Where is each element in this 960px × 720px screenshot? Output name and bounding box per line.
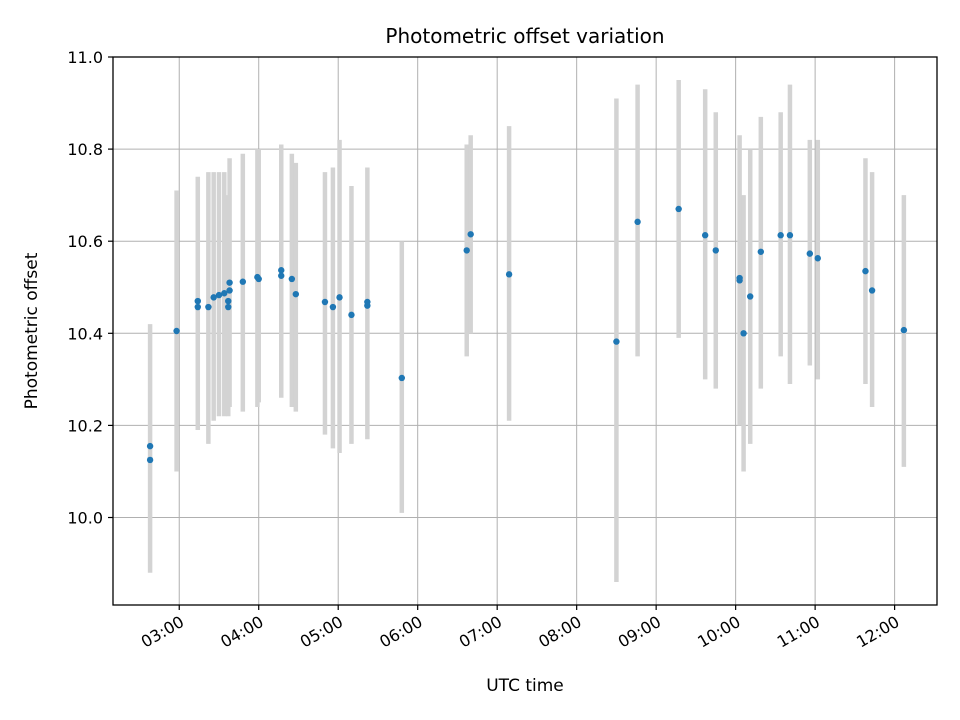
data-point — [463, 247, 470, 254]
data-point — [806, 250, 814, 257]
data-point — [634, 218, 641, 226]
data-point — [205, 303, 212, 311]
data-point — [210, 294, 217, 301]
y-tick-label: 10.4 — [67, 324, 103, 343]
data-point — [814, 255, 821, 262]
data-point — [215, 291, 223, 299]
data-point — [900, 326, 908, 334]
data-point — [321, 298, 329, 306]
data-point — [239, 278, 247, 285]
data-point — [505, 271, 513, 278]
data-point — [329, 303, 337, 311]
data-point — [398, 374, 405, 382]
data-point — [364, 302, 371, 309]
data-point — [221, 290, 228, 297]
data-point — [194, 297, 201, 305]
data-point — [777, 232, 784, 239]
y-tick-label: 10.2 — [67, 416, 103, 435]
data-point — [226, 287, 233, 294]
data-point — [173, 327, 180, 335]
data-point — [675, 205, 682, 213]
y-tick-label: 10.0 — [67, 509, 103, 528]
data-point — [786, 232, 794, 239]
data-point — [740, 330, 747, 337]
data-point — [613, 338, 620, 345]
plot-frame — [112, 56, 938, 606]
data-point — [868, 287, 876, 294]
y-tick-label: 10.8 — [67, 140, 103, 159]
data-point — [862, 267, 869, 275]
data-point — [747, 293, 754, 300]
data-point — [146, 456, 154, 464]
data-point — [278, 267, 285, 274]
data-point — [226, 279, 233, 286]
data-point — [712, 247, 719, 254]
data-point — [336, 294, 343, 301]
data-point — [348, 311, 355, 319]
data-point — [288, 275, 296, 283]
data-point — [701, 232, 709, 239]
chart-title: Photometric offset variation — [385, 24, 664, 48]
data-point — [757, 248, 765, 255]
data-point — [467, 231, 474, 238]
point-layer — [146, 205, 908, 464]
y-axis-title: Photometric offset — [22, 252, 42, 409]
data-point — [146, 442, 154, 450]
data-point — [736, 277, 743, 284]
x-axis-title: UTC time — [486, 676, 564, 696]
data-point — [255, 275, 262, 283]
data-point — [225, 297, 232, 305]
data-point — [225, 303, 232, 311]
data-point — [278, 272, 285, 279]
y-tick-label: 10.6 — [67, 232, 103, 251]
data-point — [194, 303, 201, 311]
data-point — [292, 290, 300, 298]
y-tick-label: 11.0 — [67, 48, 103, 67]
